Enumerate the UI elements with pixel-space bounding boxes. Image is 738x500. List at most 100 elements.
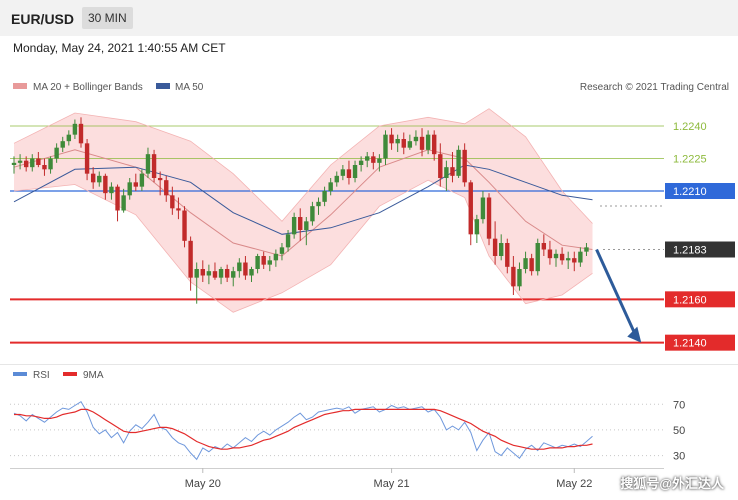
- candle-body: [486, 197, 492, 239]
- main-legend: MA 20 + Bollinger Bands MA 50 Research ©…: [13, 82, 729, 93]
- forecast-arrow: [595, 248, 642, 343]
- watermark-text: 搜狐号@外汇达人: [620, 476, 724, 491]
- rsi-legend-swatch: [13, 372, 27, 376]
- rsi-ma-legend-label: 9MA: [83, 370, 104, 381]
- candle-body: [371, 156, 376, 163]
- rsi-line: [13, 401, 593, 461]
- x-tick-label: May 21: [374, 478, 410, 490]
- candle-body: [11, 162, 17, 165]
- candle-body: [176, 208, 181, 211]
- candle-body: [72, 123, 78, 135]
- candles: [11, 117, 589, 304]
- candle-body: [559, 253, 565, 261]
- candle-body: [578, 251, 583, 263]
- candle-body: [285, 234, 291, 248]
- rsi-legend: RSI 9MA: [13, 370, 104, 381]
- resistance-label: 1.2240: [673, 121, 707, 133]
- candle-body: [243, 262, 248, 276]
- candle-body: [401, 139, 406, 148]
- candle-body: [78, 123, 84, 144]
- moving-averages: [13, 108, 593, 313]
- candle-body: [365, 156, 370, 161]
- candle-body: [298, 217, 303, 230]
- candle-body: [164, 180, 169, 196]
- pivot-badge: [665, 183, 735, 199]
- price-levels: [10, 125, 664, 344]
- candle-body: [523, 258, 528, 269]
- resistance-label: 1.2225: [673, 154, 707, 166]
- candle-body: [42, 165, 47, 170]
- candle-body: [194, 269, 199, 278]
- candle-body: [273, 253, 279, 261]
- candle-body: [346, 169, 352, 178]
- candle-body: [438, 154, 443, 178]
- candle-body: [103, 175, 108, 194]
- candle-body: [139, 173, 145, 187]
- candle-body: [444, 167, 449, 178]
- candle-body: [127, 182, 132, 196]
- candle-body: [553, 253, 559, 259]
- candle-body: [499, 243, 504, 256]
- candle-body: [188, 240, 193, 278]
- bollinger-upper-line: [13, 108, 593, 224]
- candle-body: [279, 247, 285, 254]
- timeframe-button[interactable]: 30 MIN: [82, 7, 133, 29]
- candle-body: [121, 195, 126, 211]
- candle-body: [145, 154, 151, 174]
- candle-body: [480, 197, 486, 220]
- candle-body: [547, 249, 553, 259]
- support-badge: [665, 291, 735, 308]
- candle-body: [565, 258, 571, 261]
- candle-body: [291, 217, 297, 235]
- candle-body: [97, 175, 102, 183]
- candle-body: [151, 154, 157, 178]
- candle-body: [84, 143, 90, 174]
- candle-body: [115, 186, 120, 211]
- candle-body: [389, 134, 394, 144]
- candle-body: [358, 160, 364, 165]
- candle-body: [267, 260, 272, 265]
- candle-body: [432, 134, 437, 155]
- rsi-ma-legend-swatch: [63, 372, 77, 376]
- candle-body: [182, 210, 187, 241]
- candle-body: [395, 139, 400, 144]
- level-badges: 1.2240 1.2225 1.2210 1.2183 1.2160 1.2140: [665, 121, 735, 351]
- bollinger-bands: [14, 108, 593, 313]
- candle-body: [17, 160, 23, 163]
- candle-body: [584, 247, 589, 252]
- candle-body: [224, 269, 230, 278]
- candle-body: [535, 243, 540, 272]
- ma50-line: [13, 164, 593, 235]
- support-badge-label: 1.2160: [673, 294, 707, 306]
- candle-body: [517, 269, 522, 287]
- ma20-legend-label: MA 20 + Bollinger Bands: [33, 82, 143, 93]
- candle-body: [200, 269, 205, 276]
- candle-body: [413, 136, 419, 142]
- candle-body: [377, 158, 382, 163]
- candle-body: [425, 134, 431, 150]
- candle-body: [419, 136, 425, 150]
- candle-body: [54, 147, 59, 159]
- bollinger-lower-line: [13, 179, 593, 313]
- candle-body: [66, 134, 72, 142]
- candle-body: [109, 186, 114, 194]
- candle-body: [334, 175, 339, 183]
- last-price-badge-label: 1.2183: [673, 245, 707, 257]
- candle-body: [304, 221, 309, 230]
- candle-body: [340, 169, 346, 176]
- bollinger-band-area: [14, 108, 593, 313]
- candle-body: [407, 141, 413, 148]
- x-axis-labels: May 20 May 21 May 22: [185, 468, 592, 490]
- candle-body: [206, 271, 212, 276]
- candle-body: [231, 271, 236, 278]
- candle-body: [511, 266, 516, 287]
- candle-body: [456, 149, 461, 176]
- x-tick-label: May 20: [185, 478, 221, 490]
- pivot-badge-label: 1.2210: [673, 186, 707, 198]
- rsi-tick-label: 70: [673, 399, 685, 411]
- candle-body: [30, 158, 35, 168]
- candle-body: [352, 165, 358, 178]
- candle-body: [261, 256, 266, 265]
- research-credit: Research © 2021 Trading Central: [580, 82, 729, 93]
- support-badge-label: 1.2140: [673, 338, 707, 350]
